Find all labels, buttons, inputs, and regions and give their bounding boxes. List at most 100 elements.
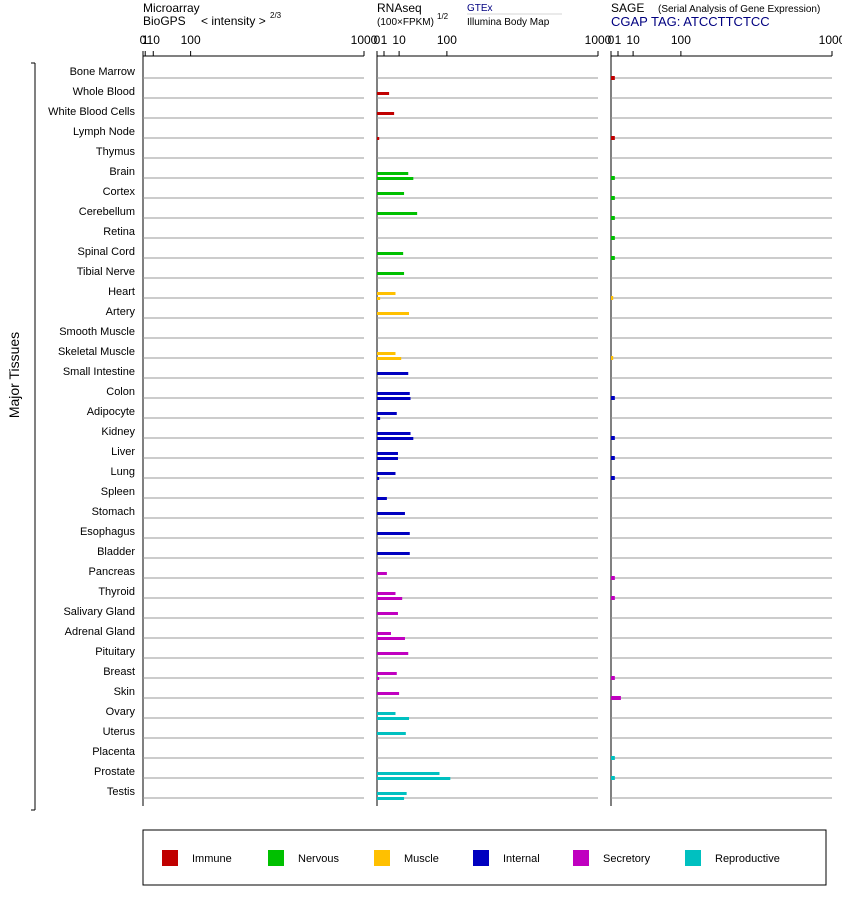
gtex-bar — [377, 592, 396, 595]
bodymap-bar — [377, 457, 398, 460]
bodymap-bar — [377, 597, 403, 600]
legend-label: Secretory — [603, 853, 651, 865]
microarray-scale-label: < intensity > — [201, 14, 266, 28]
sage-tick-label: 1000 — [819, 33, 842, 47]
gtex-bar — [377, 252, 404, 255]
tissue-label: Heart — [108, 286, 135, 298]
gtex-bar — [377, 512, 405, 515]
tissue-label: Small Intestine — [63, 366, 135, 378]
rnaseq-tick-label: 1 — [381, 33, 388, 47]
rnaseq-title: RNAseq — [377, 1, 422, 15]
tissue-rows: Bone Marrow Whole Blood White Blood Cells L… — [48, 66, 832, 799]
sage-bar — [611, 196, 615, 200]
tissue-label: Spinal Cord — [78, 246, 135, 258]
legend-swatch-secretory — [573, 850, 589, 866]
sage-bar — [611, 676, 615, 680]
gtex-bar — [377, 632, 391, 635]
gtex-bar — [377, 112, 395, 115]
tissue-label: Stomach — [92, 506, 135, 518]
bodymap-bar — [377, 137, 380, 140]
gtex-bar — [377, 552, 410, 555]
gtex-bar — [377, 172, 409, 175]
legend-label: Internal — [503, 853, 540, 865]
sage-bar — [611, 776, 615, 780]
bodymap-bar — [377, 797, 405, 800]
tissue-label: Whole Blood — [73, 86, 135, 98]
legend-swatch-nervous — [268, 850, 284, 866]
sage-bar — [611, 396, 615, 400]
tissue-label: Artery — [106, 306, 136, 318]
panel-axes: 011010010000110100100001101001000 — [140, 33, 842, 806]
gtex-bar — [377, 452, 398, 455]
tissue-label: Placenta — [92, 746, 136, 758]
tissue-label: Pancreas — [89, 566, 136, 578]
gtex-bar — [377, 652, 409, 655]
tissue-label: Lung — [111, 466, 135, 478]
microarray-header: Microarray BioGPS < intensity > 2/3 — [143, 1, 282, 28]
gtex-bar — [377, 312, 410, 315]
rnaseq-source-gtex: GTEx — [467, 3, 493, 14]
tissue-label: Spleen — [101, 486, 135, 498]
gtex-bar — [377, 192, 405, 195]
legend-swatch-internal — [473, 850, 489, 866]
legend-label: Nervous — [298, 853, 339, 865]
gtex-bar — [377, 692, 400, 695]
gtex-bar — [377, 292, 396, 295]
expression-bars — [377, 76, 621, 800]
microarray-tick-label: 1000 — [351, 33, 378, 47]
sage-bar — [611, 256, 615, 260]
sage-tick-label: 100 — [671, 33, 691, 47]
tissue-label: Tibial Nerve — [77, 266, 135, 278]
legend-swatch-reproductive — [685, 850, 701, 866]
gtex-bar — [377, 572, 387, 575]
rnaseq-tick-label: 10 — [392, 33, 406, 47]
sage-title: SAGE — [611, 1, 644, 15]
rnaseq-tick-label: 100 — [437, 33, 457, 47]
legend-label: Reproductive — [715, 853, 780, 865]
tissue-label: Salivary Gland — [63, 606, 135, 618]
rnaseq-units: (100×FPKM) — [377, 17, 434, 28]
gtex-bar — [377, 432, 411, 435]
gtex-bar — [377, 672, 397, 675]
gtex-bar — [377, 392, 410, 395]
sage-bar — [611, 436, 615, 440]
tissue-label: Retina — [103, 226, 136, 238]
gtex-bar — [377, 732, 406, 735]
tissue-label: Bone Marrow — [70, 66, 135, 78]
tissue-label: Adipocyte — [87, 406, 135, 418]
gtex-bar — [377, 792, 407, 795]
microarray-tick-label: 1 — [142, 33, 149, 47]
gtex-bar — [377, 772, 440, 775]
bodymap-bar — [377, 297, 381, 300]
tissue-label: Lymph Node — [73, 126, 135, 138]
tissue-label: Cortex — [103, 186, 136, 198]
bodymap-bar — [377, 477, 380, 480]
tissue-label: Kidney — [101, 426, 135, 438]
tissue-label: Adrenal Gland — [65, 626, 135, 638]
sage-bar — [611, 76, 615, 80]
tissue-label: Testis — [107, 786, 136, 798]
bodymap-bar — [377, 677, 380, 680]
gtex-bar — [377, 532, 410, 535]
legend-label: Immune — [192, 853, 232, 865]
bodymap-bar — [377, 177, 414, 180]
sage-bar — [611, 236, 615, 240]
tissue-label: Esophagus — [80, 526, 136, 538]
gtex-bar — [377, 212, 418, 215]
tissue-label: Brain — [109, 166, 135, 178]
tissue-label: Prostate — [94, 766, 135, 778]
legend: Immune Nervous Muscle Internal Secretory Repr… — [162, 850, 780, 866]
gtex-bar — [377, 712, 396, 715]
microarray-tick-label: 100 — [181, 33, 201, 47]
gtex-bar — [377, 612, 398, 615]
rnaseq-tick-label: 0 — [374, 33, 381, 47]
sage-bar — [611, 136, 615, 140]
bodymap-bar — [377, 417, 381, 420]
sage-header: SAGE (Serial Analysis of Gene Expression… — [611, 1, 820, 29]
sage-tick-label: 0 — [608, 33, 615, 47]
rnaseq-source-bodymap: Illumina Body Map — [467, 17, 550, 28]
tissue-label: Thymus — [96, 146, 136, 158]
rnaseq-header: RNAseq (100×FPKM) 1/2 GTEx Illumina Body… — [377, 1, 562, 28]
sage-tick-label: 10 — [626, 33, 640, 47]
